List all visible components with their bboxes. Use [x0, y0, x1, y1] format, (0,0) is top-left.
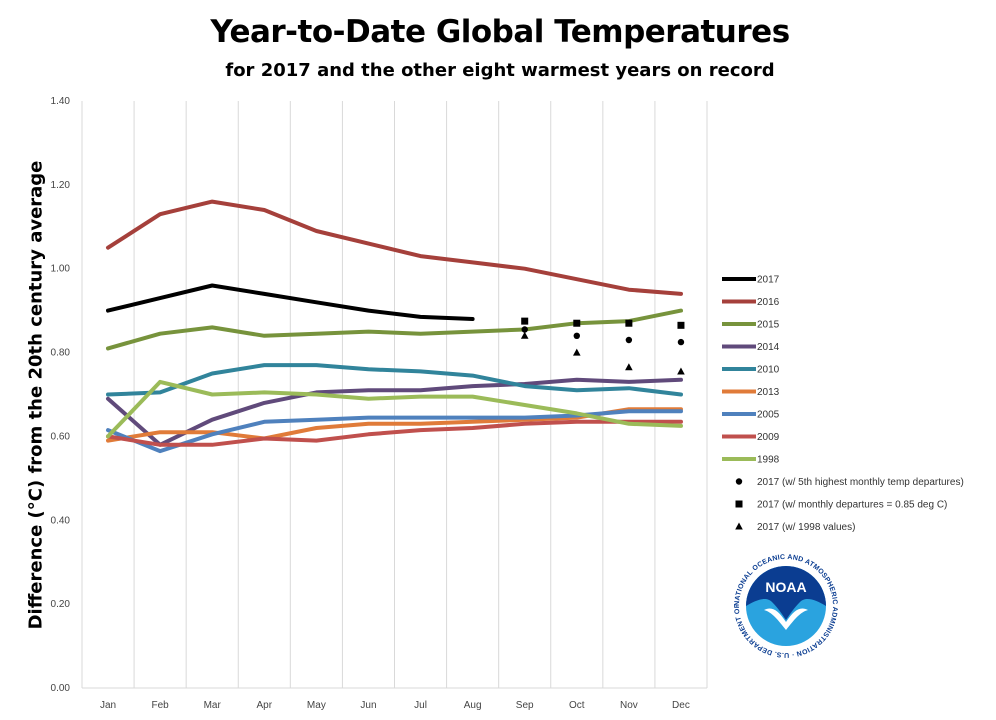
scenario-markers	[520, 317, 685, 375]
x-axis-ticks: Jan Feb Mar Apr May Jun Jul Aug Sep Oct Nov Dec	[100, 700, 690, 711]
legend-label: 2013	[757, 387, 780, 398]
y-tick-label: 0.40	[51, 515, 71, 526]
x-tick-label: Aug	[464, 700, 482, 711]
chart-subtitle: for 2017 and the other eight warmest yea…	[225, 60, 775, 81]
series-line-2015	[106, 308, 683, 351]
series-line-2010	[106, 363, 683, 397]
legend-label: 2014	[757, 342, 780, 353]
legend-label: 2015	[757, 320, 780, 331]
y-tick-label: 1.40	[51, 96, 71, 107]
legend: 2017 2016 2015 2014 2010 2013 2005 2009 1998 2017…	[722, 275, 964, 533]
y-axis-ticks: 0.00 0.20 0.40 0.60 0.80 1.00 1.20 1.40	[51, 96, 71, 694]
marker-triangle	[677, 367, 685, 375]
marker-circle	[521, 326, 528, 333]
marker-triangle	[572, 348, 581, 356]
y-tick-label: 0.80	[51, 348, 71, 359]
x-tick-label: Jan	[100, 700, 116, 711]
series-lines	[106, 199, 683, 454]
chart-title: Year-to-Date Global Temperatures	[210, 14, 790, 50]
series-line-2016	[106, 199, 683, 296]
legend-label: 2017 (w/ 1998 values)	[757, 522, 855, 533]
y-tick-label: 1.00	[51, 264, 71, 275]
legend-label: 2017	[757, 275, 780, 286]
x-tick-label: Sep	[516, 700, 534, 711]
x-tick-label: Mar	[204, 700, 222, 711]
legend-label: 2009	[757, 432, 780, 443]
series-line-2017	[106, 283, 475, 321]
legend-label: 2005	[757, 410, 780, 421]
marker-square	[521, 317, 529, 325]
y-tick-label: 1.20	[51, 180, 71, 191]
legend-marker-circle	[735, 478, 743, 485]
x-tick-label: Jun	[360, 700, 376, 711]
series-line-2014	[106, 377, 683, 447]
noaa-logo-text: NOAA	[765, 579, 806, 595]
marker-triangle	[520, 331, 529, 339]
marker-circle	[677, 338, 685, 346]
y-tick-label: 0.20	[51, 599, 71, 610]
marker-square	[677, 321, 685, 329]
legend-label: 2016	[757, 297, 780, 308]
y-tick-label: 0.00	[51, 683, 71, 694]
legend-label: 2017 (w/ 5th highest monthly temp depart…	[757, 477, 964, 488]
legend-label: 2017 (w/ monthly departures = 0.85 deg C…	[757, 500, 947, 511]
x-tick-label: Jul	[414, 700, 427, 711]
marker-square	[573, 319, 581, 327]
noaa-logo: NATIONAL OCEANIC AND ATMOSPHERIC ADMINIS…	[730, 550, 840, 660]
x-tick-label: May	[307, 700, 326, 711]
legend-label: 1998	[757, 455, 780, 466]
x-tick-label: Oct	[569, 700, 585, 711]
marker-circle	[573, 332, 580, 339]
legend-marker-square	[735, 500, 743, 508]
x-tick-label: Feb	[152, 700, 170, 711]
gridlines	[81, 101, 708, 689]
x-tick-label: Apr	[257, 700, 273, 711]
series-line-2009	[106, 419, 683, 447]
marker-triangle	[625, 363, 633, 371]
x-tick-label: Dec	[672, 700, 690, 711]
series-line-1998	[106, 379, 683, 439]
x-tick-label: Nov	[620, 700, 638, 711]
y-tick-label: 0.60	[51, 431, 71, 442]
marker-circle	[625, 336, 633, 344]
marker-square	[625, 319, 633, 327]
legend-marker-triangle	[735, 522, 743, 530]
legend-label: 2010	[757, 365, 780, 376]
